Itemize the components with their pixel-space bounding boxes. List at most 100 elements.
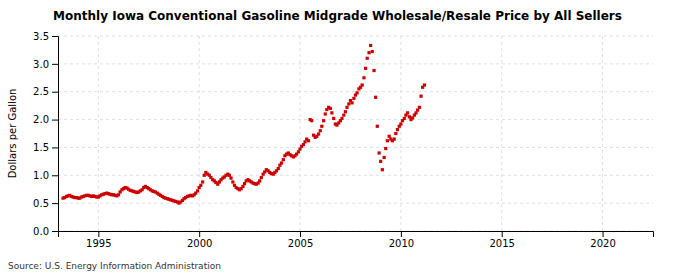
tick-label: 2.5 <box>33 86 49 97</box>
grid-line <box>602 36 603 231</box>
point <box>340 117 343 120</box>
point <box>381 168 384 171</box>
y-axis-title: Dollars per Gallon <box>7 89 18 179</box>
grid-line <box>400 36 401 231</box>
point <box>196 189 199 192</box>
y-axis: 0.0 0.5 1.0 1.5 2.0 2.5 3.0 3.5 <box>33 31 58 237</box>
point <box>332 117 335 120</box>
point <box>376 125 379 128</box>
point <box>418 106 421 109</box>
point <box>199 184 202 187</box>
tick-mark <box>52 147 58 148</box>
point <box>277 167 280 170</box>
point <box>399 122 402 125</box>
point <box>362 76 365 79</box>
point <box>386 139 389 142</box>
point <box>371 50 374 53</box>
point <box>241 185 244 188</box>
tick-label: 1.0 <box>33 170 49 181</box>
point <box>307 139 310 142</box>
point <box>377 151 380 154</box>
point <box>374 96 377 99</box>
grid-line <box>58 147 653 148</box>
tick-mark <box>52 120 58 121</box>
point <box>260 176 263 179</box>
tick: 1995 <box>86 231 111 249</box>
chart: 1995 2000 2005 2010 2015 2020 0.0 0.5 1.0 1.5 2.0 2… <box>0 0 675 275</box>
point <box>366 57 369 60</box>
point <box>320 125 323 128</box>
point <box>411 116 414 119</box>
x-axis: 1995 2000 2005 2010 2015 2020 <box>59 231 654 249</box>
source: Source: U.S. Energy Information Administ… <box>8 261 221 271</box>
points <box>61 44 426 205</box>
point <box>324 112 327 115</box>
tick-label: 0.5 <box>33 198 49 209</box>
tick-mark <box>199 231 200 237</box>
point <box>203 174 206 177</box>
point <box>384 147 387 150</box>
point <box>280 161 283 164</box>
point <box>419 95 422 98</box>
tick-label: 0.0 <box>33 226 49 237</box>
point <box>388 135 391 138</box>
tick-mark <box>401 231 402 237</box>
point <box>282 158 285 161</box>
point <box>330 111 333 114</box>
tick: 2015 <box>490 231 515 249</box>
point <box>302 143 305 146</box>
grid <box>58 36 653 231</box>
grid-line <box>98 36 99 231</box>
tick-label: 2005 <box>288 238 313 249</box>
grid-line <box>58 203 653 204</box>
tick-label: 3.5 <box>33 31 49 42</box>
tick-mark <box>52 36 58 37</box>
point <box>393 137 396 140</box>
grid-line <box>58 63 653 64</box>
point <box>342 114 345 117</box>
point <box>396 128 399 131</box>
tick: 2010 <box>389 231 414 249</box>
point <box>369 44 372 47</box>
point <box>258 179 261 182</box>
grid-line <box>58 36 653 37</box>
point <box>303 140 306 143</box>
point <box>345 106 348 109</box>
point <box>229 176 232 179</box>
point <box>367 51 370 54</box>
point <box>310 119 313 122</box>
grid-line <box>501 36 502 231</box>
grid-line <box>58 119 653 120</box>
point <box>298 148 301 151</box>
title: Monthly Iowa Conventional Gasoline Midgr… <box>53 9 622 23</box>
grid-line <box>199 36 200 231</box>
tick-mark <box>52 92 58 93</box>
point <box>322 119 325 122</box>
tick-label: 3.0 <box>33 59 49 70</box>
tick: 2005 <box>288 231 313 249</box>
grid-line <box>300 36 301 231</box>
point <box>317 132 320 135</box>
point <box>361 83 364 86</box>
tick-label: 2020 <box>590 238 615 249</box>
axis-line <box>52 37 59 232</box>
point <box>403 117 406 120</box>
tick: 3.0 <box>33 59 58 70</box>
tick: 0.5 <box>33 198 58 209</box>
tick-label: 1.5 <box>33 142 49 153</box>
tick-label: 2.0 <box>33 114 49 125</box>
point <box>350 101 353 104</box>
point <box>414 111 417 114</box>
tick-mark <box>603 231 604 237</box>
tick-label: 1995 <box>86 238 111 249</box>
tick: 2.5 <box>33 86 58 97</box>
tick: 2020 <box>590 231 615 249</box>
point <box>383 156 386 159</box>
tick: 1.0 <box>33 170 58 181</box>
tick-mark <box>52 175 58 176</box>
tick-label: 2000 <box>187 238 212 249</box>
point <box>319 129 322 132</box>
tick-mark <box>52 231 58 232</box>
point <box>408 115 411 118</box>
point <box>406 111 409 114</box>
